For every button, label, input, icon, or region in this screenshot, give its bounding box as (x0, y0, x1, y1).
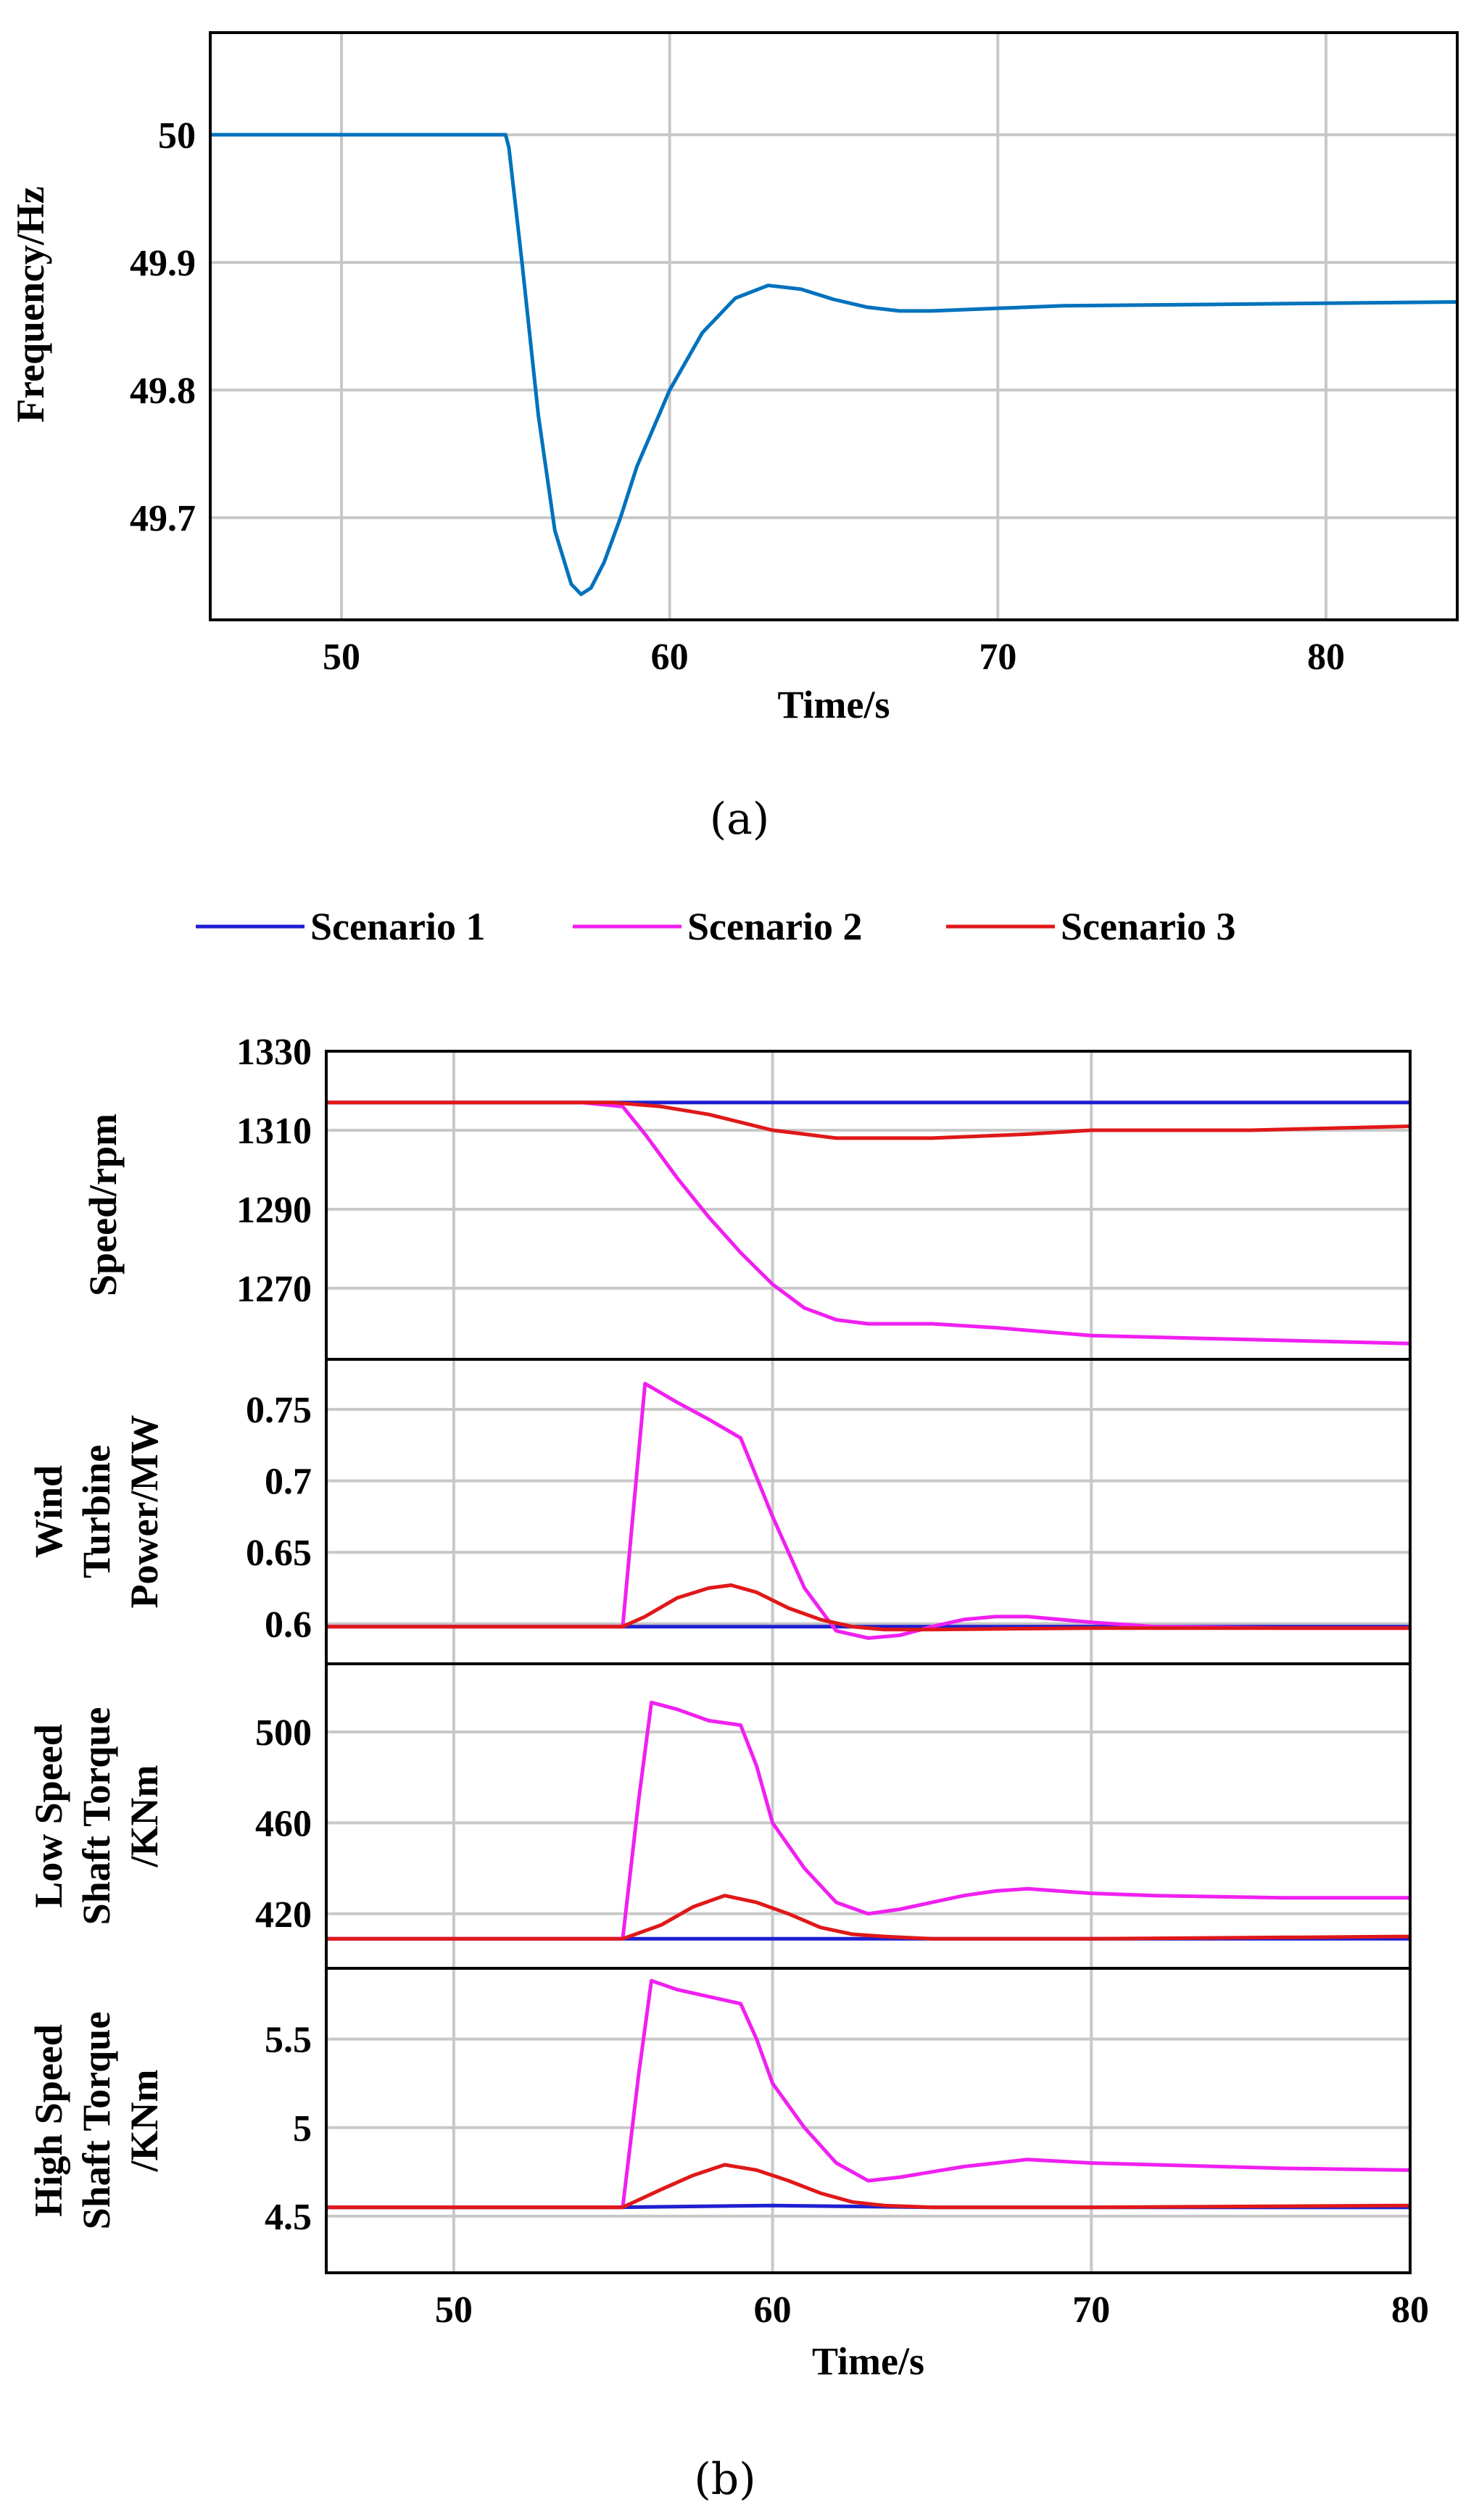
low-speed-shaft-torque-chart: 500 460 420 Low Speed Shaft Torque/KNm (27, 1662, 1412, 1970)
power-series-scenario-2 (326, 1382, 1410, 1640)
power-ylabel-line-1: Wind (27, 1465, 70, 1558)
lowtorque-series-scenario-3 (326, 1894, 1410, 1941)
freq-xtick-label: 80 (1307, 637, 1345, 678)
hightorque-xtick-label: 60 (754, 2289, 792, 2331)
lowtorque-series-scenario-2 (326, 1700, 1410, 1941)
hightorque-plot-frame (325, 1967, 1412, 2274)
hightorque-series-scenario-2 (326, 1978, 1410, 2210)
freq-ytick-label: 50 (158, 115, 196, 157)
speed-ytick-label: 1310 (236, 1111, 312, 1152)
lowtorque-ylabel-line-1: Low Speed (27, 1724, 70, 1908)
hightorque-xtick-label: 80 (1391, 2289, 1429, 2331)
legend-label-2: Scenario 2 (687, 905, 862, 948)
freq-series-frequency (210, 133, 1457, 597)
hightorque-series-scenario-3 (326, 2163, 1410, 2210)
hightorque-ytick-label: 5.5 (265, 2020, 312, 2061)
hightorque-ytick-label: 5 (293, 2108, 312, 2150)
lowtorque-ytick-label: 460 (255, 1803, 312, 1844)
speed-ytick-label: 1270 (236, 1269, 312, 1310)
frequency-chart: 50 49.9 49.8 49.7 50 60 70 80 Time/s Frequency/Hz (9, 31, 1459, 726)
power-ytick-label: 0.65 (246, 1533, 312, 1574)
freq-ytick-label: 49.9 (130, 243, 196, 284)
power-ytick-label: 0.7 (265, 1462, 312, 1503)
freq-ytick-label: 49.7 (130, 498, 196, 539)
power-series-scenario-3 (326, 1583, 1410, 1632)
speed-ytick-label: 1330 (236, 1032, 312, 1073)
speed-ytick-label: 1290 (236, 1190, 312, 1231)
lowtorque-ylabel-line-3: /KNm (123, 1765, 166, 1868)
power-ytick-label: 0.75 (246, 1390, 312, 1431)
hightorque-xtick-label: 70 (1072, 2289, 1110, 2331)
freq-xlabel: Time/s (777, 683, 890, 726)
hightorque-xlabel: Time/s (812, 2339, 924, 2383)
lowtorque-ytick-label: 420 (255, 1894, 312, 1936)
freq-ylabel-line-1: Frequency/Hz (9, 186, 52, 423)
power-ytick-label: 0.6 (265, 1604, 312, 1646)
power-ylabel-line-2: Turbine (75, 1445, 118, 1578)
legend-label-1: Scenario 1 (310, 905, 485, 948)
freq-xtick-label: 70 (979, 637, 1016, 678)
hightorque-ytick-label: 4.5 (265, 2197, 312, 2238)
speed-ylabel-line-1: Speed/rpm (81, 1114, 125, 1296)
high-speed-shaft-torque-chart: 5.5 5 4.5 50 60 70 80 Time/s High Speed Shaft Tor… (27, 1967, 1429, 2383)
hightorque-ylabel-line-1: High Speed (27, 2024, 70, 2217)
legend-label-3: Scenario 3 (1061, 905, 1235, 948)
caption-b: (b) (694, 2454, 755, 2505)
caption-a: (a) (710, 794, 770, 845)
lowtorque-ytick-label: 500 (255, 1712, 312, 1754)
speed-series-scenario-2 (326, 1101, 1410, 1346)
freq-ytick-label: 49.8 (130, 370, 196, 412)
freq-xtick-label: 60 (651, 637, 689, 678)
power-ylabel-line-3: Power/MW (123, 1415, 166, 1609)
lowtorque-ylabel-line-2: Shaft Torque (75, 1707, 118, 1926)
speed-series-scenario-3 (326, 1101, 1410, 1140)
freq-plot-frame (209, 31, 1459, 621)
hightorque-ylabel-line-3: /KNm (123, 2069, 166, 2172)
legend: Scenario 1 Scenario 2 Scenario 3 (196, 905, 1235, 948)
freq-xtick-label: 50 (323, 637, 360, 678)
wind-turbine-power-chart: 0.75 0.7 0.65 0.6 Wind Turbine Power/MW (27, 1358, 1412, 1665)
hightorque-xtick-label: 50 (435, 2289, 473, 2331)
hightorque-ylabel-line-2: Shaft Torque (75, 2012, 118, 2230)
